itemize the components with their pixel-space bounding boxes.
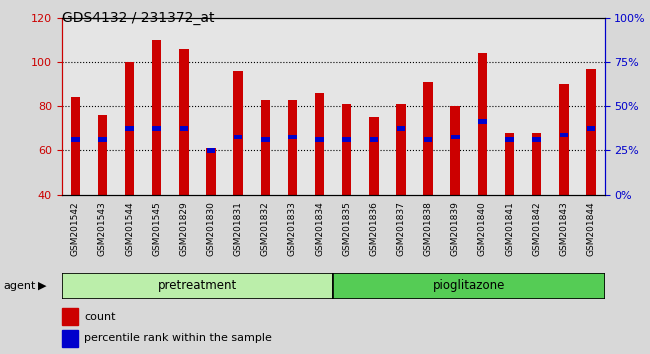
Bar <box>423 82 433 195</box>
Text: percentile rank within the sample: percentile rank within the sample <box>84 333 272 343</box>
Bar <box>170 18 198 195</box>
Bar <box>116 18 143 195</box>
Bar <box>333 18 360 195</box>
Bar <box>424 137 432 142</box>
Bar <box>261 99 270 195</box>
Bar <box>478 53 487 195</box>
Bar <box>207 148 215 153</box>
Text: ▶: ▶ <box>38 281 46 291</box>
Bar <box>315 93 324 195</box>
Bar <box>288 99 297 195</box>
Bar <box>415 18 442 195</box>
Bar <box>451 135 460 139</box>
Bar <box>306 18 333 195</box>
Text: pretreatment: pretreatment <box>158 279 237 292</box>
Bar <box>125 62 135 195</box>
Bar <box>559 84 569 195</box>
Bar <box>62 308 78 325</box>
Bar <box>586 69 595 195</box>
Bar <box>342 104 352 195</box>
Bar <box>369 117 378 195</box>
Bar <box>252 18 279 195</box>
Text: GDS4132 / 231372_at: GDS4132 / 231372_at <box>62 11 214 25</box>
Bar <box>560 133 568 137</box>
Text: agent: agent <box>3 281 36 291</box>
Bar <box>62 330 78 347</box>
Bar <box>179 48 188 195</box>
Bar <box>179 126 188 131</box>
Bar <box>505 133 514 195</box>
Bar <box>206 148 216 195</box>
Bar <box>288 135 296 139</box>
Bar <box>360 18 387 195</box>
Bar <box>396 104 406 195</box>
Bar <box>89 18 116 195</box>
Bar <box>234 135 242 139</box>
Bar <box>71 137 79 142</box>
Bar <box>153 126 161 131</box>
Bar <box>98 115 107 195</box>
Bar <box>523 18 551 195</box>
Bar <box>198 18 225 195</box>
Bar <box>370 137 378 142</box>
Bar <box>143 18 170 195</box>
Bar <box>62 18 89 195</box>
Bar <box>550 18 577 195</box>
Bar <box>315 137 324 142</box>
Bar <box>233 71 243 195</box>
Bar <box>125 126 134 131</box>
Bar <box>587 126 595 131</box>
Bar <box>532 133 541 195</box>
Bar <box>387 18 415 195</box>
Bar <box>442 18 469 195</box>
Bar <box>505 137 514 142</box>
Bar <box>577 18 605 195</box>
Bar <box>478 120 487 124</box>
Bar <box>496 18 523 195</box>
Bar <box>279 18 306 195</box>
Text: count: count <box>84 312 116 322</box>
Bar <box>225 18 252 195</box>
Bar <box>450 106 460 195</box>
Bar <box>152 40 161 195</box>
Bar <box>532 137 541 142</box>
FancyBboxPatch shape <box>62 273 333 299</box>
Bar <box>98 137 107 142</box>
Text: pioglitazone: pioglitazone <box>433 279 505 292</box>
FancyBboxPatch shape <box>333 273 604 299</box>
Bar <box>396 126 405 131</box>
Bar <box>469 18 496 195</box>
Bar <box>71 97 80 195</box>
Bar <box>343 137 351 142</box>
Bar <box>261 137 270 142</box>
